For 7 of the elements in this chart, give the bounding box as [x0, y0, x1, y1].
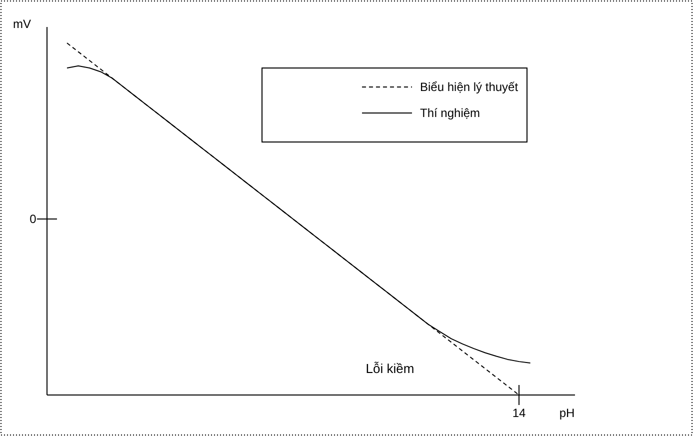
text: 0: [30, 212, 37, 226]
y-axis-title: mV: [13, 17, 31, 31]
x-axis-title: pH: [559, 406, 575, 420]
legend-label: Thí nghiệm: [420, 106, 480, 120]
text: 14: [512, 406, 526, 420]
annotation: Lỗi kiềm: [366, 361, 414, 376]
legend-label: Biểu hiện lý thuyết: [420, 80, 519, 94]
